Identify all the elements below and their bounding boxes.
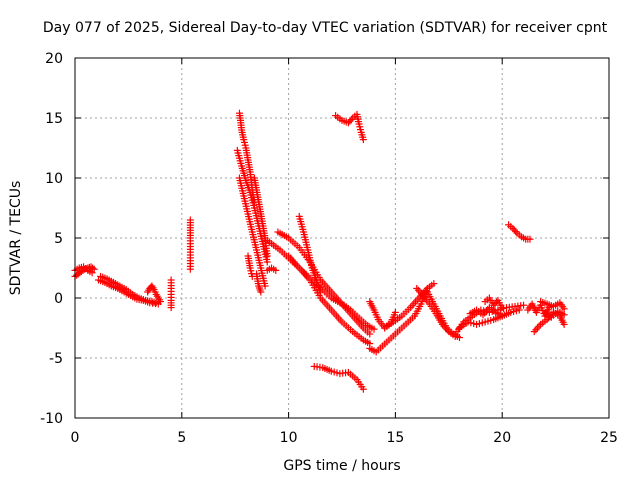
tick-layer: 0 5 10 15 20 25 -10 -5 0 5 10 15 20 — [40, 51, 618, 446]
x-tick-label: 10 — [280, 430, 298, 446]
data-point — [498, 312, 506, 320]
data-point — [90, 265, 98, 273]
x-tick-label: 0 — [71, 430, 80, 446]
series-t24 — [423, 288, 463, 342]
x-tick-label: 15 — [386, 430, 404, 446]
y-tick-label: -5 — [49, 351, 63, 367]
data-point — [560, 320, 568, 328]
data-point — [515, 306, 523, 314]
data-point — [261, 282, 269, 290]
series-t6 — [186, 216, 194, 273]
data-point — [263, 258, 271, 266]
series-t28 — [481, 294, 506, 312]
data-point — [560, 305, 568, 313]
x-axis-label: GPS time / hours — [283, 458, 400, 474]
data-point — [272, 266, 280, 274]
series-t11 — [244, 252, 256, 280]
data-point — [526, 235, 534, 243]
series-t16 — [285, 252, 374, 348]
y-tick-label: 10 — [45, 171, 63, 187]
data-point — [532, 326, 540, 334]
series-t10 — [250, 174, 271, 260]
data-point — [498, 304, 506, 312]
data-point — [530, 328, 538, 336]
data-point — [359, 385, 367, 393]
y-tick-label: 5 — [54, 231, 63, 247]
y-axis-label: SDTVAR / TECUs — [8, 181, 24, 296]
y-tick-label: 0 — [54, 291, 63, 307]
series-t12 — [253, 270, 265, 296]
data-point — [257, 288, 265, 296]
points-layer — [71, 109, 568, 393]
series-t32 — [537, 298, 568, 313]
data-point — [186, 265, 194, 273]
series-t33 — [541, 307, 568, 321]
data-point — [370, 325, 378, 333]
data-point — [520, 301, 528, 309]
data-point — [156, 298, 164, 306]
data-point — [366, 330, 374, 338]
series-t17 — [295, 212, 325, 296]
x-tick-label: 25 — [600, 430, 618, 446]
data-point — [430, 280, 438, 288]
data-point — [391, 308, 399, 316]
data-point — [533, 324, 541, 332]
data-point — [347, 116, 355, 124]
series-t21 — [366, 284, 431, 356]
data-point — [88, 269, 96, 277]
series-t26 — [455, 306, 523, 332]
data-point — [455, 334, 463, 342]
series-t19 — [332, 110, 367, 144]
data-point — [359, 136, 367, 144]
series-t5 — [167, 276, 175, 312]
grid-layer — [75, 58, 609, 418]
x-tick-label: 5 — [177, 430, 186, 446]
data-point — [167, 304, 175, 312]
data-point — [413, 284, 421, 292]
series-t4 — [144, 282, 164, 306]
series-t13 — [263, 264, 280, 274]
data-point — [560, 311, 568, 319]
data-point — [512, 228, 520, 236]
data-point — [317, 288, 325, 296]
series-t29 — [505, 221, 534, 243]
x-tick-label: 20 — [493, 430, 511, 446]
data-point — [535, 322, 543, 330]
series-t1 — [71, 263, 96, 277]
series-t18 — [310, 362, 367, 393]
series-t15 — [274, 228, 374, 338]
series-t9 — [235, 174, 269, 290]
series-t3 — [94, 276, 162, 308]
y-tick-label: -10 — [40, 411, 63, 427]
y-tick-label: 20 — [45, 51, 63, 67]
chart-title: Day 077 of 2025, Sidereal Day-to-day VTE… — [43, 20, 608, 36]
series-t8 — [233, 146, 271, 266]
data-point — [263, 252, 271, 260]
y-tick-label: 15 — [45, 111, 63, 127]
